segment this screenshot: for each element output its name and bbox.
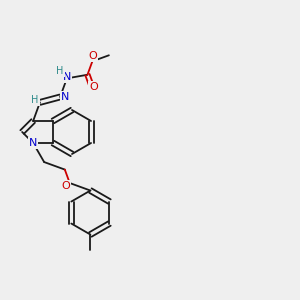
Text: N: N bbox=[29, 138, 37, 148]
Text: O: O bbox=[61, 181, 70, 191]
Text: H: H bbox=[56, 66, 64, 76]
Text: O: O bbox=[90, 82, 98, 92]
Text: N: N bbox=[61, 92, 70, 102]
Text: O: O bbox=[88, 51, 97, 61]
Text: H: H bbox=[31, 95, 39, 105]
Text: N: N bbox=[63, 72, 71, 82]
